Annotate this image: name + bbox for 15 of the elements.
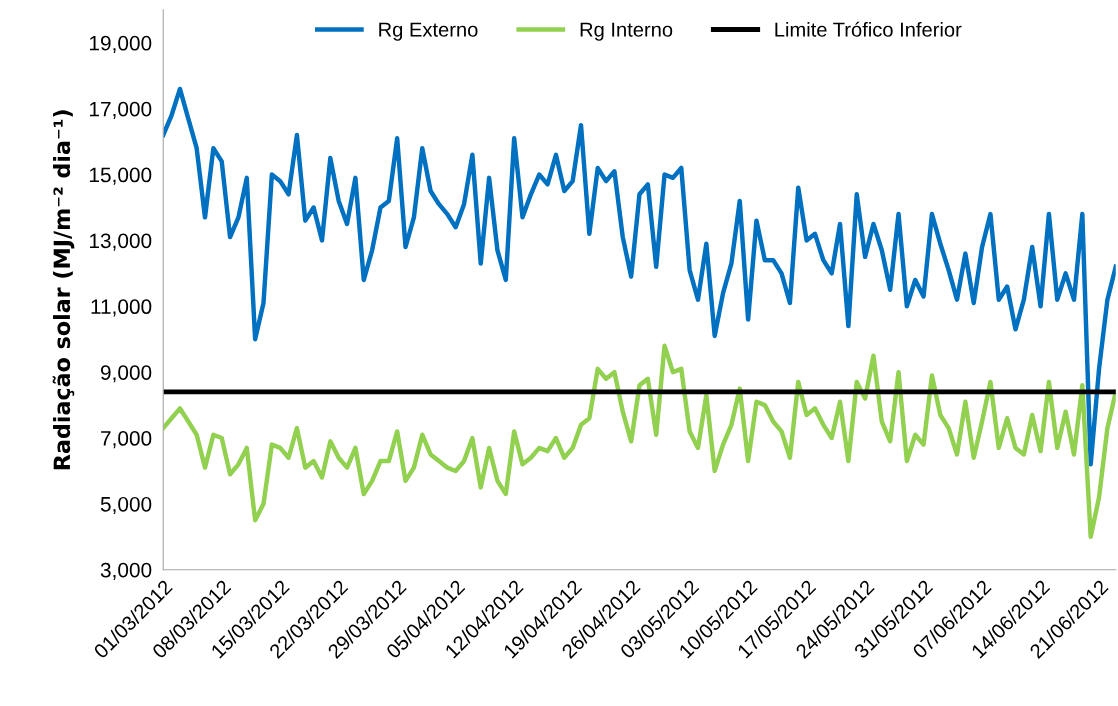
- y-tick-label: 11,000: [91, 299, 152, 317]
- y-tick-label: 3,000: [100, 562, 152, 580]
- y-tick-label: 19,000: [89, 35, 152, 54]
- legend-label: Rg Interno: [580, 22, 673, 41]
- y-tick-label: 7,000: [101, 431, 152, 449]
- y-tick-label: 15,000: [89, 167, 152, 185]
- y-axis-title: Radiação solar (MJ/m⁻² dia⁻¹): [52, 110, 75, 470]
- legend-label: Rg Externo: [379, 22, 478, 41]
- line-series: [163, 86, 1116, 467]
- legend-label: Limite Trófico Inferior: [775, 21, 962, 37]
- y-tick-label: 9,000: [100, 365, 152, 383]
- y-tick-label: 13,000: [89, 233, 152, 251]
- y-tick-label: 5,000: [100, 496, 152, 515]
- line-series: [163, 343, 1116, 540]
- y-tick-label: 17,000: [89, 101, 152, 119]
